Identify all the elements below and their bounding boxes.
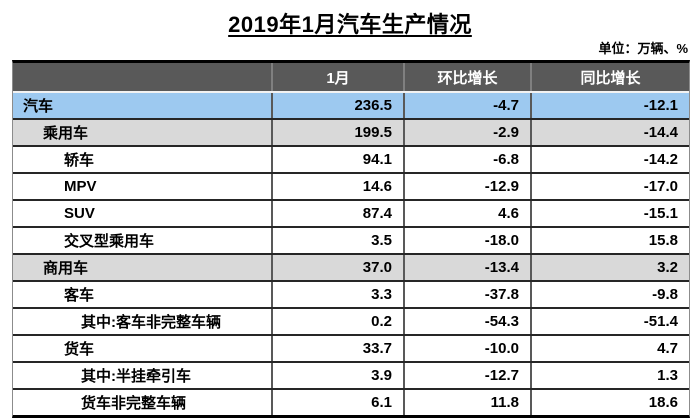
value-yoy-growth: -51.4 [530, 309, 689, 334]
value-yoy-growth: -14.2 [530, 147, 689, 172]
table-row: SUV 87.4 4.6 -15.1 [13, 199, 689, 226]
value-january: 87.4 [271, 201, 403, 226]
value-mom-growth: -10.0 [403, 336, 530, 361]
row-label: 其中:客车非完整车辆 [81, 314, 221, 331]
row-label: 轿车 [64, 152, 95, 169]
value-january: 3.3 [271, 282, 403, 307]
value-mom-growth: 4.6 [403, 201, 530, 226]
value-mom-growth: -4.7 [403, 93, 530, 118]
value-january: 3.5 [271, 228, 403, 253]
row-label: SUV [64, 205, 95, 222]
column-header-yoy-growth: 同比增长 [530, 63, 689, 91]
value-yoy-growth: 3.2 [530, 255, 689, 280]
row-label: 其中:半挂牵引车 [81, 368, 191, 385]
value-january: 199.5 [271, 120, 403, 145]
table-row: 其中:半挂牵引车 3.9 -12.7 1.3 [13, 361, 689, 388]
value-yoy-growth: -12.1 [530, 93, 689, 118]
value-mom-growth: -37.8 [403, 282, 530, 307]
row-label: 商用车 [43, 260, 89, 277]
value-january: 6.1 [271, 390, 403, 415]
row-label: 货车非完整车辆 [81, 395, 187, 412]
table-row: 货车 33.7 -10.0 4.7 [13, 334, 689, 361]
table-row: 货车非完整车辆 6.1 11.8 18.6 [13, 388, 689, 415]
value-mom-growth: -6.8 [403, 147, 530, 172]
value-january: 3.9 [271, 363, 403, 388]
page-title: 2019年1月汽车生产情况 [228, 12, 472, 37]
value-mom-growth: -18.0 [403, 228, 530, 253]
value-january: 236.5 [271, 93, 403, 118]
column-header-category [13, 63, 271, 91]
table-row: 其中:客车非完整车辆 0.2 -54.3 -51.4 [13, 307, 689, 334]
row-label: 汽车 [23, 98, 54, 115]
value-january: 37.0 [271, 255, 403, 280]
value-january: 33.7 [271, 336, 403, 361]
value-mom-growth: -12.9 [403, 174, 530, 199]
column-header-mom-growth: 环比增长 [403, 63, 530, 91]
unit-label: 单位：万辆、% [598, 41, 688, 56]
value-mom-growth: -2.9 [403, 120, 530, 145]
table-row: 客车 3.3 -37.8 -9.8 [13, 280, 689, 307]
value-mom-growth: 11.8 [403, 390, 530, 415]
value-yoy-growth: -15.1 [530, 201, 689, 226]
value-january: 94.1 [271, 147, 403, 172]
table-header-row: 1月 环比增长 同比增长 [13, 63, 689, 91]
row-label: 乘用车 [43, 125, 89, 142]
table-row: MPV 14.6 -12.9 -17.0 [13, 172, 689, 199]
value-yoy-growth: 4.7 [530, 336, 689, 361]
row-label: 客车 [64, 287, 95, 304]
value-yoy-growth: -14.4 [530, 120, 689, 145]
value-mom-growth: -13.4 [403, 255, 530, 280]
table-row: 交叉型乘用车 3.5 -18.0 15.8 [13, 226, 689, 253]
table-row: 乘用车 199.5 -2.9 -14.4 [13, 118, 689, 145]
value-yoy-growth: 15.8 [530, 228, 689, 253]
value-yoy-growth: -9.8 [530, 282, 689, 307]
table-body: 汽车 236.5 -4.7 -12.1 乘用车 199.5 -2.9 -14.4 轿车 94.1-… [13, 91, 689, 415]
row-label: 货车 [64, 341, 95, 358]
column-header-january: 1月 [271, 63, 403, 91]
value-january: 14.6 [271, 174, 403, 199]
table-row: 汽车 236.5 -4.7 -12.1 [13, 91, 689, 118]
value-january: 0.2 [271, 309, 403, 334]
table-row: 商用车 37.0 -13.4 3.2 [13, 253, 689, 280]
table-row: 轿车 94.1 -6.8 -14.2 [13, 145, 689, 172]
value-yoy-growth: 1.3 [530, 363, 689, 388]
value-yoy-growth: 18.6 [530, 390, 689, 415]
row-label: MPV [64, 178, 97, 195]
value-yoy-growth: -17.0 [530, 174, 689, 199]
value-mom-growth: -54.3 [403, 309, 530, 334]
value-mom-growth: -12.7 [403, 363, 530, 388]
row-label: 交叉型乘用车 [64, 233, 155, 250]
production-table: 1月 环比增长 同比增长 汽车 236.5 -4.7 -12.1 乘用车 199.5 -2.… [12, 60, 690, 418]
